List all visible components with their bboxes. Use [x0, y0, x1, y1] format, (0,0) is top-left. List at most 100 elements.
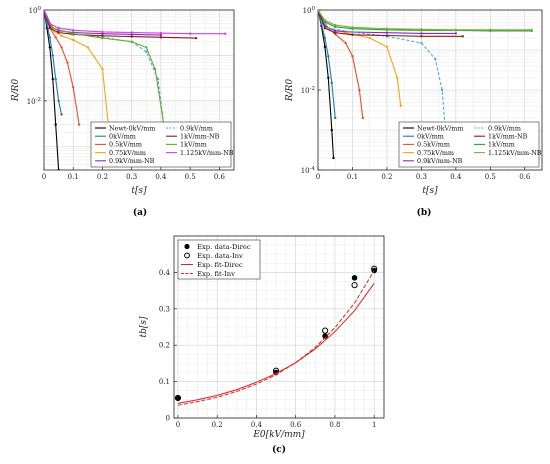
legend-entry: 0.5kV/mm: [417, 141, 450, 149]
x-tick-label: 0.4: [251, 421, 263, 429]
data-point: [368, 36, 371, 40]
data-point: [334, 31, 337, 34]
data-point: [461, 35, 464, 38]
data-point: [130, 31, 133, 34]
legend-entry: 1kV/mm-NB: [180, 133, 220, 141]
data-point-filled: [175, 395, 181, 401]
data-point: [351, 30, 354, 34]
data-point: [60, 46, 63, 49]
fit-line: [177, 270, 375, 406]
x-tick-label: 0.5: [485, 173, 496, 181]
data-point: [351, 26, 354, 29]
data-point: [334, 23, 337, 27]
data-point: [330, 81, 333, 85]
data-point: [159, 33, 163, 37]
x-tick-label: 0.3: [416, 173, 427, 181]
data-point: [224, 32, 227, 35]
panel-c: 0 0.2 0.4 0.6 0.8 100.10.20.30.4E0[kV/mm]tb[s…: [139, 235, 385, 455]
data-point: [194, 36, 198, 40]
data-point: [101, 30, 104, 34]
data-point: [327, 76, 330, 80]
data-point: [101, 67, 104, 71]
data-point: [51, 26, 54, 30]
y-tick-label: 100: [29, 6, 42, 15]
data-point: [420, 41, 423, 45]
data-point: [330, 128, 333, 132]
legend: Newt-0kV/mm0kV/mm0.5kV/mm0.75kV/mm0.9kV/…: [90, 121, 234, 168]
x-tick-label: 0.2: [97, 173, 108, 181]
data-point: [51, 77, 54, 81]
legend-entry: 1kV/mm-NB: [488, 133, 528, 141]
data-point: [57, 26, 60, 30]
legend-entry: 0.9kV/mm: [488, 124, 521, 132]
panel-b: 0 0.1 0.2 0.3 0.4 0.5 0.6 100 10-2 10-4 t[s] R/R0 Ne…: [285, 6, 543, 218]
data-point: [323, 36, 327, 40]
data-point: [72, 38, 75, 42]
data-point: [358, 88, 361, 92]
data-point: [320, 22, 323, 26]
data-point: [327, 54, 330, 58]
x-tick-label: 0.2: [381, 173, 392, 181]
data-point-filled: [322, 333, 328, 339]
data-point: [420, 35, 423, 38]
panel-label: (c): [272, 444, 286, 455]
data-point: [101, 36, 104, 40]
x-tick-label: 0: [42, 173, 46, 181]
data-point: [489, 28, 492, 31]
data-point: [454, 32, 458, 35]
legend-box: [90, 121, 232, 168]
panel-label: (a): [133, 207, 147, 218]
data-point: [188, 32, 192, 35]
data-point: [48, 46, 52, 49]
data-point: [385, 45, 389, 49]
legend-box: [398, 121, 540, 168]
axes-box: [43, 9, 235, 171]
data-point: [327, 27, 330, 30]
data-point: [54, 123, 57, 126]
data-point: [66, 61, 69, 64]
data-point: [48, 22, 52, 25]
x-tick-label: 0.4: [155, 173, 167, 181]
legend-entry: 0.75kV/mm: [109, 149, 146, 157]
data-point: [101, 34, 104, 38]
x-tick-label: 0.6: [519, 173, 531, 181]
data-point: [145, 50, 148, 54]
y-tick-label: 0.4: [159, 269, 171, 277]
data-point-open: [351, 282, 358, 289]
data-point: [72, 32, 75, 35]
y-tick-label: 0.1: [159, 378, 170, 386]
y-tick-label: 0.2: [159, 342, 170, 350]
data-point: [72, 85, 75, 89]
axes-box: [173, 235, 385, 419]
data-point: [351, 54, 354, 58]
data-point: [45, 22, 49, 25]
data-point: [72, 28, 75, 32]
data-point: [54, 36, 57, 39]
fit-line: [177, 283, 375, 404]
data-point: [57, 99, 60, 103]
series-line: [318, 10, 532, 32]
x-axis-label: t[s]: [422, 186, 438, 196]
series-line: [318, 10, 336, 119]
legend-entry: 1.125kV/mm-NB: [180, 149, 234, 157]
x-tick-label: 1: [372, 421, 376, 429]
data-point: [385, 27, 389, 30]
data-point: [130, 33, 133, 36]
data-point-open: [174, 394, 182, 402]
legend-entry: 1kV/mm: [488, 141, 515, 149]
data-point: [57, 31, 60, 34]
series-line: [44, 10, 197, 39]
legend-box: [177, 239, 261, 280]
y-tick-label: 10-4: [301, 166, 316, 175]
x-tick-label: 0.6: [290, 421, 302, 429]
legend-entry: 0.9kV/mm-NB: [109, 157, 155, 165]
x-tick-label: 0.2: [212, 421, 223, 429]
legend-entry: 1kV/mm: [180, 141, 207, 149]
data-point: [323, 27, 327, 30]
data-point: [159, 36, 163, 39]
y-axis-label: tb[s]: [139, 316, 149, 338]
data-point: [153, 67, 157, 71]
x-tick-label: 0: [316, 173, 320, 181]
data-point: [420, 28, 423, 31]
